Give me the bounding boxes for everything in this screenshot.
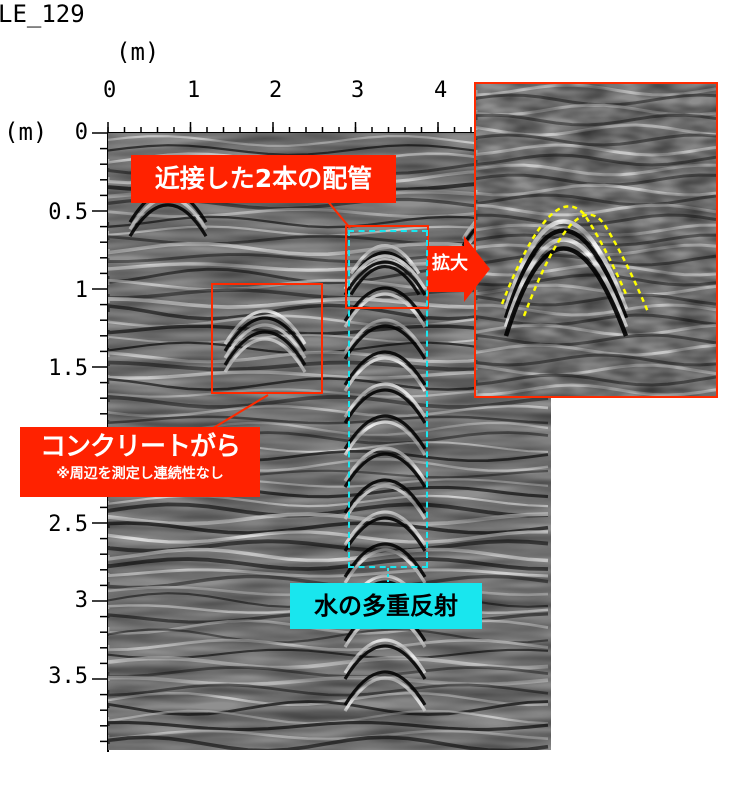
x-tick-label: 4 — [434, 78, 448, 103]
x-tick-label: 3 — [351, 78, 365, 103]
y-tick-label: 3 — [74, 588, 88, 613]
zoom-inset-image — [474, 82, 718, 398]
y-tick-label: 0.5 — [48, 200, 88, 225]
pipe-trace-line — [500, 205, 628, 305]
x-tick-label: 1 — [187, 78, 201, 103]
x-tick-label: 2 — [269, 78, 283, 103]
water-reflection-box — [348, 230, 428, 568]
rubble-highlight-box — [211, 283, 323, 394]
rubble-callout-title: コンクリートがら — [39, 432, 241, 462]
y-axis-unit: (m) — [4, 118, 48, 146]
zoom-label: 拡大 — [432, 253, 468, 274]
x-tick-label: 0 — [103, 78, 117, 103]
y-tick-label: 2.5 — [48, 512, 88, 537]
y-tick-label: 0 — [74, 120, 88, 145]
pipes-callout: 近接した2本の配管 — [131, 155, 396, 203]
file-label: LE_129 — [0, 0, 85, 28]
zoom-arrow — [428, 236, 490, 302]
pipe-trace-line — [522, 213, 650, 317]
rubble-callout: コンクリートがら ※周辺を測定し連続性なし — [20, 427, 260, 497]
y-tick-label: 3.5 — [48, 664, 88, 689]
y-tick-label: 1.5 — [48, 356, 88, 381]
y-tick-label: 1 — [74, 278, 88, 303]
rubble-callout-note: ※周辺を測定し連続性なし — [56, 466, 224, 482]
water-callout-text: 水の多重反射 — [314, 592, 458, 620]
pipes-callout-text: 近接した2本の配管 — [154, 164, 373, 193]
x-axis-unit: (m) — [116, 38, 160, 66]
water-callout: 水の多重反射 — [290, 583, 482, 629]
